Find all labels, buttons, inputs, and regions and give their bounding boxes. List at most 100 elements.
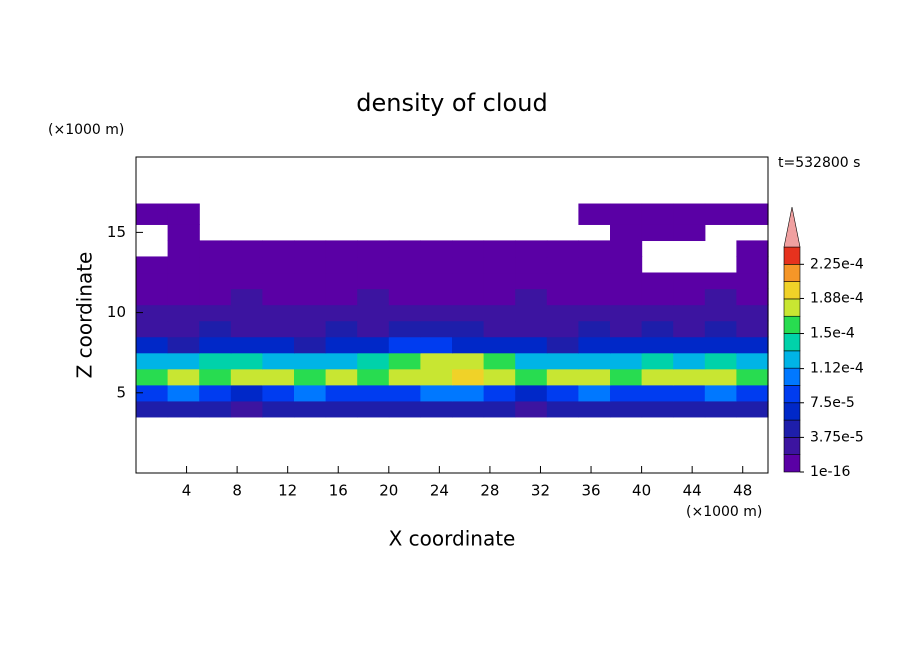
contour-cell xyxy=(294,288,327,306)
contour-cell xyxy=(578,384,611,402)
colorbar-box xyxy=(783,367,801,386)
contour-cell xyxy=(199,336,232,354)
contour-cell xyxy=(388,304,421,322)
contour-cell xyxy=(167,368,200,386)
contour-cell xyxy=(610,304,643,322)
contour-cell xyxy=(483,288,516,306)
contour-cell xyxy=(230,256,263,274)
contour-cell xyxy=(167,400,200,418)
contour-cell xyxy=(388,240,421,258)
contour-cell xyxy=(452,336,485,354)
colorbar-box xyxy=(783,264,801,282)
contour-cell xyxy=(515,320,548,338)
contour-cell xyxy=(357,368,390,386)
contour-cell xyxy=(483,304,516,322)
contour-cell xyxy=(357,320,390,338)
contour-cell xyxy=(420,384,453,402)
contour-cell xyxy=(325,400,358,418)
contour-cell xyxy=(294,304,327,322)
contour-cell xyxy=(136,384,169,402)
contour-cell xyxy=(136,368,169,386)
contour-cell xyxy=(578,272,611,290)
contour-cell xyxy=(736,256,769,274)
contour-cell xyxy=(452,288,485,306)
contour-cell xyxy=(262,272,295,290)
contour-cell xyxy=(610,400,643,418)
contour-cell xyxy=(325,256,358,274)
contour-cell xyxy=(262,288,295,306)
contour-cell xyxy=(388,288,421,306)
contour-cell xyxy=(136,304,169,322)
contour-cell xyxy=(483,240,516,258)
x-tick-label: 24 xyxy=(430,482,449,500)
contour-cell xyxy=(230,368,263,386)
contour-cell xyxy=(262,384,295,402)
colorbar-box xyxy=(783,402,801,421)
colorbar-label: 2.25e-4 xyxy=(810,256,864,272)
contour-cell xyxy=(578,352,611,370)
contour-cell xyxy=(167,384,200,402)
contour-cell xyxy=(357,400,390,418)
contour-cell xyxy=(325,384,358,402)
contour-cell xyxy=(483,336,516,354)
contour-cell xyxy=(578,288,611,306)
contour-cell xyxy=(704,288,737,306)
contour-cell xyxy=(578,320,611,338)
contour-cell xyxy=(736,203,769,225)
contour-cell xyxy=(641,336,674,354)
contour-cell xyxy=(546,240,579,258)
contour-cell xyxy=(262,240,295,258)
contour-cell xyxy=(136,203,169,225)
contour-cell xyxy=(641,384,674,402)
contour-cell xyxy=(199,400,232,418)
contour-cell xyxy=(452,400,485,418)
contour-cell xyxy=(546,320,579,338)
colorbar-label: 1e-16 xyxy=(810,464,850,480)
contour-cell xyxy=(515,368,548,386)
contour-cell xyxy=(136,336,169,354)
contour-cell xyxy=(704,304,737,322)
contour-cell xyxy=(325,288,358,306)
contour-cell xyxy=(673,384,706,402)
contour-cell xyxy=(578,304,611,322)
contour-cell xyxy=(515,384,548,402)
contour-cell xyxy=(483,256,516,274)
contour-cell xyxy=(388,272,421,290)
contour-cell xyxy=(483,320,516,338)
contour-cell xyxy=(388,352,421,370)
contour-cell xyxy=(641,400,674,418)
contour-cell xyxy=(483,272,516,290)
contour-cell xyxy=(736,272,769,290)
contour-cell xyxy=(230,400,263,418)
x-tick-label: 8 xyxy=(232,482,242,500)
contour-cell xyxy=(610,256,643,274)
contour-field xyxy=(136,203,769,418)
contour-cell xyxy=(294,272,327,290)
y-tick-label: 5 xyxy=(116,383,126,401)
contour-cell xyxy=(641,320,674,338)
x-tick-label: 36 xyxy=(581,482,600,500)
contour-cell xyxy=(388,384,421,402)
contour-cell xyxy=(673,272,706,290)
x-tick-label: 28 xyxy=(480,482,499,500)
contour-cell xyxy=(325,272,358,290)
contour-cell xyxy=(610,203,643,225)
contour-cell xyxy=(610,384,643,402)
contour-cell xyxy=(230,304,263,322)
contour-cell xyxy=(230,288,263,306)
contour-cell xyxy=(199,352,232,370)
y-tick-label: 10 xyxy=(107,303,126,321)
contour-cell xyxy=(388,368,421,386)
chart-title: density of cloud xyxy=(356,89,547,117)
contour-cell xyxy=(294,336,327,354)
contour-cell xyxy=(388,336,421,354)
x-tick-label: 12 xyxy=(278,482,297,500)
x-tick-label: 48 xyxy=(733,482,752,500)
contour-cell xyxy=(136,320,169,338)
contour-cell xyxy=(736,336,769,354)
contour-cell xyxy=(515,352,548,370)
colorbar-box xyxy=(783,454,801,473)
contour-cell xyxy=(736,240,769,258)
contour-cell xyxy=(325,240,358,258)
contour-cell xyxy=(167,352,200,370)
